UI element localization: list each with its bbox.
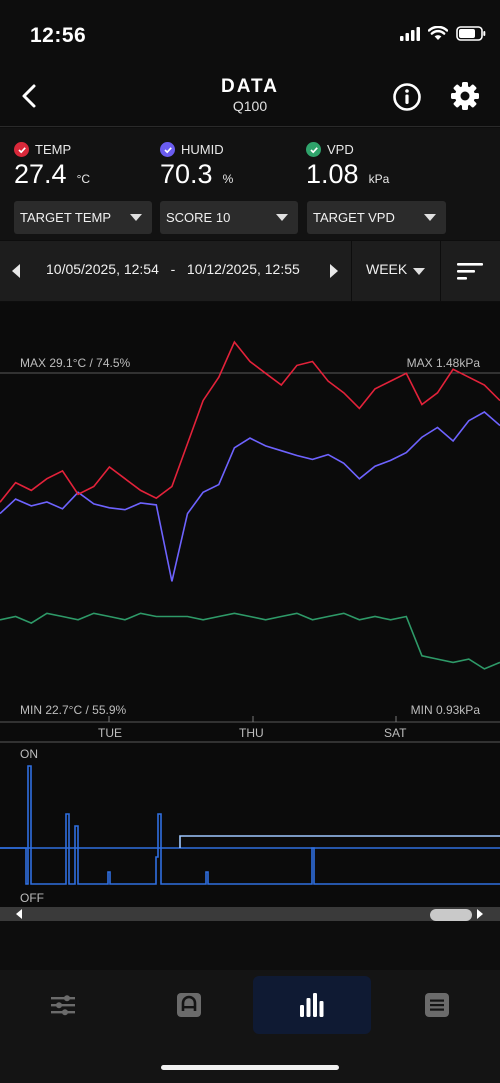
min-right-label: MIN 0.93kPa <box>410 703 480 717</box>
list-icon <box>425 993 449 1017</box>
humid-series-line <box>0 411 500 582</box>
bar-chart-icon <box>300 993 324 1017</box>
temp-check-icon[interactable] <box>14 142 29 157</box>
date-range-bar: 10/05/2025, 12:54 - 10/12/2025, 12:55 WE… <box>0 241 500 301</box>
max-right-label: MAX 1.48kPa <box>406 356 480 370</box>
settings-button[interactable] <box>449 80 481 112</box>
sliders-icon <box>51 995 75 1016</box>
signal-icon <box>400 26 420 41</box>
previous-range-button[interactable] <box>10 263 22 279</box>
humid-label: HUMID <box>181 142 224 157</box>
info-button[interactable] <box>392 82 424 114</box>
range-divider <box>351 241 352 301</box>
chart-scrollbar[interactable] <box>0 907 500 921</box>
vpd-label: VPD <box>327 142 354 157</box>
day-label-tue: TUE <box>98 726 122 740</box>
status-time: 12:56 <box>30 24 87 47</box>
max-left-label: MAX 29.1°C / 74.5% <box>20 356 131 370</box>
humid-check-icon[interactable] <box>160 142 175 157</box>
tab-menu[interactable] <box>378 976 496 1034</box>
date-range-text[interactable]: 10/05/2025, 12:54 - 10/12/2025, 12:55 <box>46 261 300 277</box>
range-divider <box>440 241 441 301</box>
day-label-sat: SAT <box>384 726 407 740</box>
humid-unit: % <box>222 172 234 186</box>
off-label: OFF <box>20 891 44 905</box>
chart-area: MAX 29.1°C / 74.5% MAX 1.48kPa MIN 22.7°… <box>0 302 500 910</box>
chevron-down-icon <box>130 214 142 221</box>
on-label: ON <box>20 747 38 761</box>
score-dropdown[interactable]: SCORE 10 <box>160 201 298 234</box>
range-separator: - <box>170 261 176 277</box>
tab-automation[interactable] <box>130 976 248 1034</box>
temp-label: TEMP <box>35 142 72 157</box>
vpd-value: 1.08 <box>306 159 359 189</box>
tab-controls[interactable] <box>4 976 122 1034</box>
chevron-left-icon <box>22 84 36 108</box>
range-start: 10/05/2025, 12:54 <box>46 261 159 277</box>
metric-temp: TEMP 27.4 °C <box>14 142 90 190</box>
chevron-down-icon <box>424 214 436 221</box>
home-indicator <box>161 1065 339 1070</box>
temp-series-line <box>0 340 500 503</box>
vpd-series-line <box>0 612 500 670</box>
device-a-trace <box>0 765 500 885</box>
chevron-down-icon <box>276 214 288 221</box>
target-vpd-dropdown[interactable]: TARGET VPD <box>307 201 446 234</box>
info-icon <box>393 83 421 111</box>
target-vpd-label: TARGET VPD <box>313 210 395 225</box>
battery-icon <box>456 26 486 41</box>
sensor-chart[interactable] <box>0 302 500 910</box>
range-end: 10/12/2025, 12:55 <box>186 261 300 277</box>
score-label: SCORE 10 <box>166 210 231 225</box>
next-range-button[interactable] <box>328 263 340 279</box>
vpd-check-icon[interactable] <box>306 142 321 157</box>
device-b-trace <box>179 835 500 848</box>
page-title: DATA <box>221 76 279 97</box>
status-icons <box>400 26 486 41</box>
header: DATA Q100 <box>0 70 500 126</box>
automation-icon <box>177 993 201 1017</box>
scroll-right-arrow[interactable] <box>477 909 483 919</box>
metric-humid: HUMID 70.3 % <box>160 142 233 190</box>
back-button[interactable] <box>14 80 46 112</box>
device-name: Q100 <box>232 98 268 114</box>
wifi-icon <box>428 26 448 40</box>
target-temp-dropdown[interactable]: TARGET TEMP <box>14 201 152 234</box>
tab-data[interactable] <box>253 976 371 1034</box>
sort-icon[interactable] <box>456 259 484 283</box>
status-bar: 12:56 <box>0 0 500 70</box>
period-dropdown[interactable]: WEEK <box>366 261 408 277</box>
scrollbar-thumb[interactable] <box>430 909 472 921</box>
header-divider <box>0 126 500 127</box>
min-left-label: MIN 22.7°C / 55.9% <box>20 703 127 717</box>
temp-unit: °C <box>76 172 91 186</box>
temp-value: 27.4 <box>14 159 67 189</box>
metric-vpd: VPD 1.08 kPa <box>306 142 389 190</box>
vpd-unit: kPa <box>368 172 390 186</box>
gear-icon <box>451 82 479 110</box>
target-temp-label: TARGET TEMP <box>20 210 112 225</box>
humid-value: 70.3 <box>160 159 213 189</box>
scroll-left-arrow[interactable] <box>16 909 22 919</box>
tab-bar <box>0 970 500 1083</box>
chevron-down-icon <box>413 268 425 275</box>
day-label-thu: THU <box>239 726 264 740</box>
